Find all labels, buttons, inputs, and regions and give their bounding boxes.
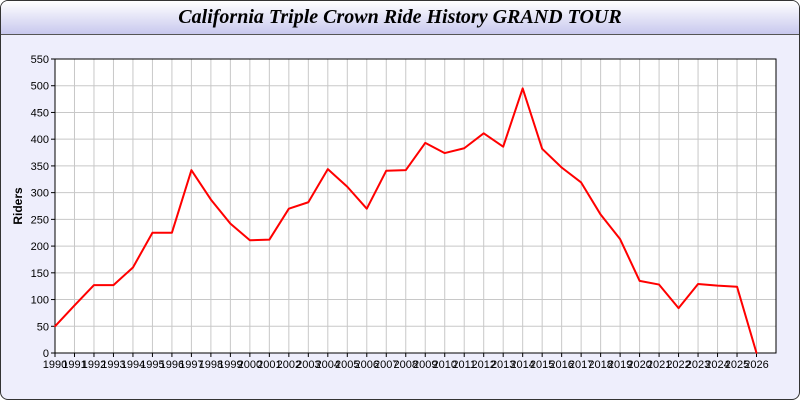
x-tick-label: 2017 [569,359,593,371]
data-point [249,239,251,242]
x-tick-label: 2016 [549,359,573,371]
x-tick-label: 2014 [510,359,534,371]
x-tick-label: 2019 [608,359,632,371]
data-point [210,198,212,201]
data-point [404,169,407,171]
data-point [73,304,76,307]
data-point [190,169,193,171]
data-point [580,181,582,184]
y-tick-label: 400 [31,134,49,146]
y-axis-label: Riders [11,187,25,225]
y-tick-label: 250 [31,214,49,226]
y-tick-label: 500 [31,81,49,93]
x-tick-label: 2015 [530,359,554,371]
data-point [346,185,349,188]
x-tick-label: 1993 [101,359,125,371]
x-tick-label: 2010 [432,359,456,371]
y-tick-label: 100 [31,295,49,307]
x-tick-label: 2002 [277,359,301,371]
data-point [677,307,680,309]
x-tick-label: 2024 [705,359,729,371]
data-point [599,213,602,216]
data-point [93,284,95,286]
data-point [521,87,524,90]
plot-border [54,58,777,354]
x-tick-label: 1997 [179,359,203,371]
data-point [541,148,543,150]
x-tick-label: 1999 [218,359,242,371]
x-tick-label: 2021 [647,359,671,371]
y-tick-label: 550 [31,54,49,66]
y-tick-label: 450 [31,107,49,119]
y-tick-label: 200 [31,241,49,253]
x-tick-label: 1991 [62,359,86,371]
data-point [424,142,427,144]
data-point [288,207,290,210]
data-point [463,147,466,150]
data-point [327,168,329,170]
x-tick-label: 2025 [725,359,749,371]
x-tick-label: 2023 [686,359,710,371]
data-point [443,152,446,154]
data-point [54,325,56,328]
x-tick-label: 2008 [394,359,418,371]
data-point [502,145,504,148]
data-point [229,222,232,225]
y-tick-label: 0 [43,348,49,360]
y-tick-label: 350 [31,161,49,173]
x-tick-label: 1990 [43,359,67,371]
x-tick-label: 1992 [82,359,106,371]
x-tick-label: 1998 [199,359,223,371]
x-tick-label: 2020 [627,359,651,371]
x-tick-label: 2005 [335,359,359,371]
x-tick-label: 1995 [140,359,164,371]
data-point [112,284,115,286]
data-point [560,166,563,169]
x-tick-label: 2009 [413,359,437,371]
data-point [268,238,271,241]
chart-title: California Triple Crown Ride History GRA… [178,6,622,28]
data-point [638,280,641,282]
data-point [697,283,699,285]
data-point [755,352,758,354]
data-point [716,284,719,287]
data-point [482,132,485,135]
data-point [307,201,310,204]
x-tick-label: 2006 [355,359,379,371]
x-tick-label: 2007 [374,359,398,371]
x-tick-label: 2018 [588,359,612,371]
data-point [151,231,154,234]
x-tick-label: 2012 [471,359,495,371]
x-tick-label: 1994 [121,359,145,371]
data-point [736,285,738,288]
data-point [619,238,621,240]
data-point [658,283,660,286]
x-tick-label: 1996 [160,359,184,371]
data-point [132,266,134,269]
title-bar: California Triple Crown Ride History GRA… [1,1,799,35]
data-point [385,169,388,172]
y-tick-label: 300 [31,188,49,200]
x-tick-label: 2000 [238,359,262,371]
data-point [171,231,173,234]
x-tick-label: 2013 [491,359,515,371]
plot-area [55,59,776,353]
x-tick-label: 2011 [452,359,476,371]
y-tick-label: 50 [37,321,49,333]
x-tick-label: 2003 [296,359,320,371]
x-tick-label: 2026 [744,359,768,371]
data-point [365,207,368,210]
y-tick-label: 150 [31,268,49,280]
x-tick-label: 2004 [316,359,340,371]
x-tick-label: 2001 [257,359,281,371]
x-tick-label: 2022 [666,359,690,371]
